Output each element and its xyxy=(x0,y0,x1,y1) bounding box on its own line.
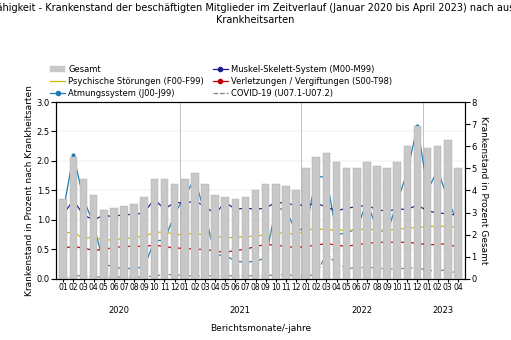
Bar xyxy=(171,184,178,279)
Bar xyxy=(242,197,249,279)
Bar xyxy=(414,126,421,279)
Bar xyxy=(59,199,67,279)
Text: 2022: 2022 xyxy=(351,306,373,315)
Bar xyxy=(434,146,442,279)
Bar xyxy=(160,180,168,279)
Legend: Gesamt, Psychische Störungen (F00-F99), Atmungssystem (J00-J99), Muskel-Skelett-: Gesamt, Psychische Störungen (F00-F99), … xyxy=(50,65,392,98)
Bar xyxy=(110,208,118,279)
Bar xyxy=(322,153,330,279)
Bar xyxy=(333,162,340,279)
Bar xyxy=(444,140,452,279)
Bar xyxy=(424,149,431,279)
Text: 2020: 2020 xyxy=(108,306,129,315)
Text: 2023: 2023 xyxy=(432,306,453,315)
Bar xyxy=(130,204,138,279)
Bar xyxy=(262,184,269,279)
Bar xyxy=(272,184,280,279)
Text: 2021: 2021 xyxy=(230,306,251,315)
Bar xyxy=(191,173,199,279)
Bar xyxy=(292,190,300,279)
Bar xyxy=(181,180,189,279)
Bar xyxy=(100,210,107,279)
Bar xyxy=(373,166,381,279)
Bar xyxy=(90,195,98,279)
Bar xyxy=(221,197,229,279)
Text: Berichtsmonate/-jahre: Berichtsmonate/-jahre xyxy=(210,324,311,333)
Bar xyxy=(393,162,401,279)
Bar xyxy=(211,195,219,279)
Bar xyxy=(120,206,128,279)
Bar xyxy=(363,162,370,279)
Bar xyxy=(69,157,77,279)
Bar xyxy=(282,186,290,279)
Y-axis label: Krankenstand in Prozent nach Krankheitsarten: Krankenstand in Prozent nach Krankheitsa… xyxy=(25,85,34,296)
Bar xyxy=(151,180,158,279)
Bar xyxy=(141,197,148,279)
Bar xyxy=(312,157,320,279)
Text: Arbeitsunfähigkeit - Krankenstand der beschäftigten Mitglieder im Zeitverlauf (J: Arbeitsunfähigkeit - Krankenstand der be… xyxy=(0,3,511,25)
Bar xyxy=(454,168,462,279)
Bar xyxy=(252,190,260,279)
Bar xyxy=(201,184,209,279)
Bar xyxy=(383,168,391,279)
Bar xyxy=(343,168,351,279)
Bar xyxy=(303,168,310,279)
Bar xyxy=(353,168,361,279)
Bar xyxy=(231,199,239,279)
Bar xyxy=(404,146,411,279)
Bar xyxy=(80,180,87,279)
Y-axis label: Krankenstand in Prozent Gesamt: Krankenstand in Prozent Gesamt xyxy=(479,116,489,265)
